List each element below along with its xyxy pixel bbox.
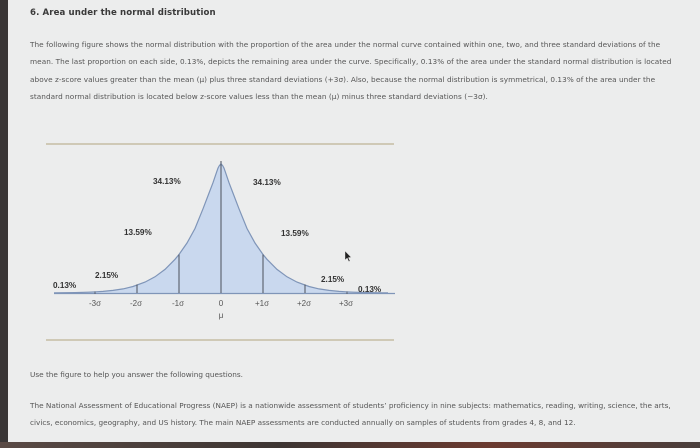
question-title: 6. Area under the normal distribution bbox=[30, 8, 216, 18]
tick-label-plus-2-sigma: +2σ bbox=[297, 299, 311, 308]
tick-label-plus-3-sigma: +3σ bbox=[339, 299, 353, 308]
label-left-tail: 0.13% bbox=[53, 281, 77, 290]
label-right-2-3: 2.15% bbox=[321, 275, 345, 284]
screen-bezel-bottom bbox=[0, 442, 700, 448]
label-right-0-1: 34.13% bbox=[253, 178, 281, 187]
label-left-1-2: 13.59% bbox=[124, 228, 152, 237]
question-page: 6. Area under the normal distribution Th… bbox=[8, 0, 700, 442]
mouse-cursor-icon bbox=[344, 250, 352, 262]
tick-label-minus-1-sigma: -1σ bbox=[172, 299, 184, 308]
bell-curve-area bbox=[54, 161, 393, 293]
naep-paragraph: The National Assessment of Educational P… bbox=[30, 401, 671, 428]
tick-label-minus-3-sigma: -3σ bbox=[89, 299, 101, 308]
instruction-text: Use the figure to help you answer the fo… bbox=[30, 370, 243, 379]
normal-distribution-figure: 34.13% 34.13% 13.59% 13.59% 2.15% 2.15% … bbox=[53, 161, 395, 320]
figure-bottom-rule bbox=[46, 339, 394, 341]
tick-label-minus-2-sigma: -2σ bbox=[130, 299, 142, 308]
tick-label-zero: 0 bbox=[219, 299, 224, 308]
label-left-0-1: 34.13% bbox=[153, 177, 181, 186]
label-left-2-3: 2.15% bbox=[95, 271, 119, 280]
mean-label: μ bbox=[219, 311, 224, 320]
figure-top-rule bbox=[46, 143, 394, 145]
intro-paragraph: The following figure shows the normal di… bbox=[30, 40, 672, 101]
label-right-tail: 0.13% bbox=[358, 285, 382, 294]
screen-bezel-left bbox=[0, 0, 8, 448]
label-right-1-2: 13.59% bbox=[281, 229, 309, 238]
tick-label-plus-1-sigma: +1σ bbox=[255, 299, 269, 308]
